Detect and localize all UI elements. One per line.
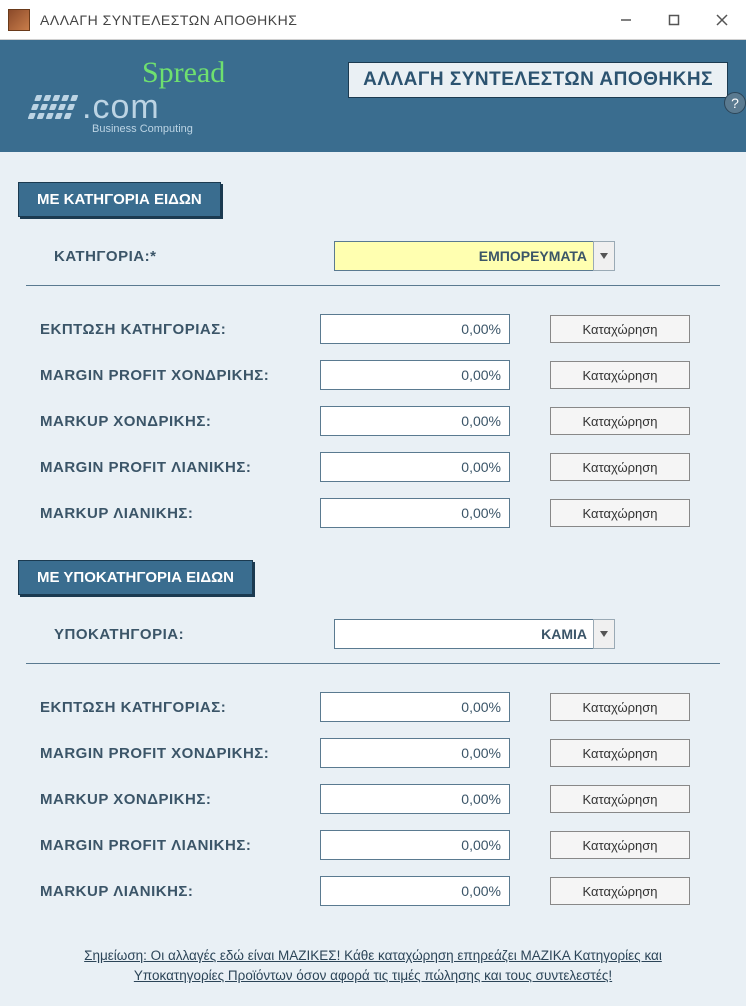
logo-block: Spread .com Business Computing	[32, 58, 225, 135]
s2-label-2: MARKUP ΧΟΝΔΡΙΚΗΣ:	[40, 791, 320, 808]
s1-label-2: MARKUP ΧΟΝΔΡΙΚΗΣ:	[40, 413, 320, 430]
s1-button-3[interactable]: Καταχώρηση	[550, 453, 690, 481]
s2-label-0: ΕΚΠΤΩΣΗ ΚΑΤΗΓΟΡΙΑΣ:	[40, 699, 320, 716]
s1-button-4[interactable]: Καταχώρηση	[550, 499, 690, 527]
s1-label-4: MARKUP ΛΙΑΝΙΚΗΣ:	[40, 505, 320, 522]
s1-button-2[interactable]: Καταχώρηση	[550, 407, 690, 435]
category-select-row: ΚΑΤΗΓΟΡΙΑ:* ΕΜΠΟΡΕΥΜΑΤΑ	[26, 237, 720, 286]
logo-spread: Spread	[142, 58, 225, 88]
logo-tagline: Business Computing	[92, 123, 193, 135]
s1-input-0[interactable]	[320, 314, 510, 344]
subcategory-select-arrow[interactable]	[593, 619, 615, 649]
s1-input-2[interactable]	[320, 406, 510, 436]
window-titlebar: ΑΛΛΑΓΗ ΣΥΝΤΕΛΕΣΤΩΝ ΑΠΟΘΗΚΗΣ	[0, 0, 746, 40]
s1-label-1: MARGIN PROFIT ΧΟΝΔΡΙΚΗΣ:	[40, 367, 320, 384]
s1-input-3[interactable]	[320, 452, 510, 482]
s1-input-1[interactable]	[320, 360, 510, 390]
s1-button-0[interactable]: Καταχώρηση	[550, 315, 690, 343]
s1-row-4: MARKUP ΛΙΑΝΙΚΗΣ: Καταχώρηση	[12, 490, 734, 536]
logo-com: .com	[82, 88, 160, 127]
section-tab-subcategory: ΜΕ ΥΠΟΚΑΤΗΓΟΡΙΑ ΕΙΔΩΝ	[18, 560, 253, 595]
footer-note: Σημείωση: Οι αλλαγές εδώ είναι ΜΑΖΙΚΕΣ! …	[0, 946, 746, 987]
s2-label-1: MARGIN PROFIT ΧΟΝΔΡΙΚΗΣ:	[40, 745, 320, 762]
s2-row-1: MARGIN PROFIT ΧΟΝΔΡΙΚΗΣ: Καταχώρηση	[12, 730, 734, 776]
s2-button-0[interactable]: Καταχώρηση	[550, 693, 690, 721]
header-band: Spread .com Business Computing ΑΛΛΑΓΗ ΣΥ…	[0, 40, 746, 152]
category-select-arrow[interactable]	[593, 241, 615, 271]
subcategory-label: ΥΠΟΚΑΤΗΓΟΡΙΑ:	[54, 626, 334, 643]
footer-line2: Υποκατηγορίες Προϊόντων όσον αφορά τις τ…	[134, 968, 612, 983]
s1-row-3: MARGIN PROFIT ΛΙΑΝΙΚΗΣ: Καταχώρηση	[12, 444, 734, 490]
s2-input-0[interactable]	[320, 692, 510, 722]
minimize-button[interactable]	[602, 0, 650, 40]
section-tab-category: ΜΕ ΚΑΤΗΓΟΡΙΑ ΕΙΔΩΝ	[18, 182, 221, 217]
logo-dots	[28, 95, 79, 119]
close-button[interactable]	[698, 0, 746, 40]
s2-input-1[interactable]	[320, 738, 510, 768]
s2-input-4[interactable]	[320, 876, 510, 906]
s2-row-2: MARKUP ΧΟΝΔΡΙΚΗΣ: Καταχώρηση	[12, 776, 734, 822]
footer-line1: Σημείωση: Οι αλλαγές εδώ είναι ΜΑΖΙΚΕΣ! …	[84, 948, 662, 963]
s1-label-3: MARGIN PROFIT ΛΙΑΝΙΚΗΣ:	[40, 459, 320, 476]
help-button[interactable]: ?	[724, 92, 746, 114]
category-label: ΚΑΤΗΓΟΡΙΑ:*	[54, 248, 334, 265]
header-title: ΑΛΛΑΓΗ ΣΥΝΤΕΛΕΣΤΩΝ ΑΠΟΘΗΚΗΣ	[348, 62, 728, 98]
category-select[interactable]: ΕΜΠΟΡΕΥΜΑΤΑ	[334, 241, 594, 271]
subcategory-select[interactable]: ΚΑΜΙΑ	[334, 619, 594, 649]
content-area: ΜΕ ΚΑΤΗΓΟΡΙΑ ΕΙΔΩΝ ΚΑΤΗΓΟΡΙΑ:* ΕΜΠΟΡΕΥΜΑ…	[0, 152, 746, 1006]
s2-input-2[interactable]	[320, 784, 510, 814]
s2-button-3[interactable]: Καταχώρηση	[550, 831, 690, 859]
s2-label-4: MARKUP ΛΙΑΝΙΚΗΣ:	[40, 883, 320, 900]
s2-row-4: MARKUP ΛΙΑΝΙΚΗΣ: Καταχώρηση	[12, 868, 734, 914]
s1-row-2: MARKUP ΧΟΝΔΡΙΚΗΣ: Καταχώρηση	[12, 398, 734, 444]
s2-button-4[interactable]: Καταχώρηση	[550, 877, 690, 905]
s1-row-1: MARGIN PROFIT ΧΟΝΔΡΙΚΗΣ: Καταχώρηση	[12, 352, 734, 398]
s2-row-3: MARGIN PROFIT ΛΙΑΝΙΚΗΣ: Καταχώρηση	[12, 822, 734, 868]
s2-row-0: ΕΚΠΤΩΣΗ ΚΑΤΗΓΟΡΙΑΣ: Καταχώρηση	[12, 684, 734, 730]
s2-button-2[interactable]: Καταχώρηση	[550, 785, 690, 813]
s1-input-4[interactable]	[320, 498, 510, 528]
s2-button-1[interactable]: Καταχώρηση	[550, 739, 690, 767]
s2-label-3: MARGIN PROFIT ΛΙΑΝΙΚΗΣ:	[40, 837, 320, 854]
window-title: ΑΛΛΑΓΗ ΣΥΝΤΕΛΕΣΤΩΝ ΑΠΟΘΗΚΗΣ	[40, 12, 602, 28]
subcategory-select-row: ΥΠΟΚΑΤΗΓΟΡΙΑ: ΚΑΜΙΑ	[26, 615, 720, 664]
app-icon	[8, 9, 30, 31]
maximize-button[interactable]	[650, 0, 698, 40]
s1-button-1[interactable]: Καταχώρηση	[550, 361, 690, 389]
s2-input-3[interactable]	[320, 830, 510, 860]
s1-row-0: ΕΚΠΤΩΣΗ ΚΑΤΗΓΟΡΙΑΣ: Καταχώρηση	[12, 306, 734, 352]
s1-label-0: ΕΚΠΤΩΣΗ ΚΑΤΗΓΟΡΙΑΣ:	[40, 321, 320, 338]
